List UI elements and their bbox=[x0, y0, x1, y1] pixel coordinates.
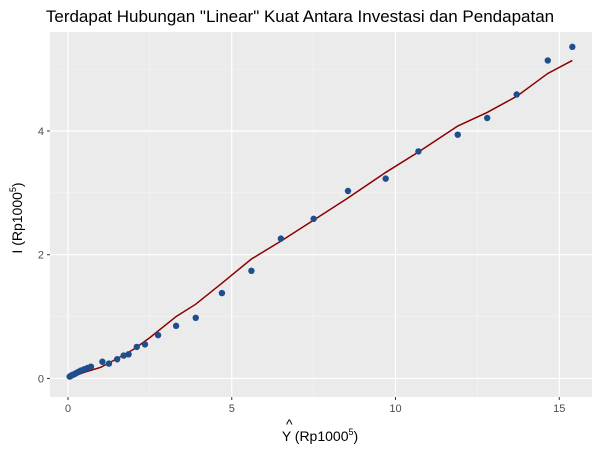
data-point bbox=[172, 322, 180, 330]
data-point bbox=[484, 114, 491, 122]
data-point bbox=[415, 148, 422, 155]
y-axis-title: I (Rp10005) bbox=[8, 182, 25, 253]
fitted-line-layer bbox=[69, 59, 573, 379]
data-point bbox=[141, 341, 149, 348]
data-point bbox=[192, 314, 199, 322]
grid-minor bbox=[50, 32, 592, 397]
data-point bbox=[120, 352, 127, 359]
data-point bbox=[99, 358, 106, 365]
x-axis-title-end: ) bbox=[354, 428, 359, 444]
fitted-line bbox=[69, 59, 573, 379]
x-axis-title-hat: ^ bbox=[286, 416, 293, 432]
y-axis-title-sup: 5 bbox=[8, 187, 18, 192]
data-point bbox=[154, 331, 162, 339]
data-point bbox=[248, 267, 255, 274]
x-axis-title: Y (Rp10005) bbox=[282, 427, 358, 444]
data-point bbox=[344, 187, 352, 195]
y-tick-label: 2 bbox=[38, 250, 44, 262]
data-point bbox=[513, 91, 520, 98]
chart-title: Terdapat Hubungan "Linear" Kuat Antara I… bbox=[46, 7, 554, 26]
data-point bbox=[218, 289, 226, 297]
grid-major bbox=[50, 32, 592, 397]
x-tick-label: 0 bbox=[65, 403, 71, 415]
data-point bbox=[454, 131, 461, 138]
data-point bbox=[544, 57, 551, 64]
data-point bbox=[310, 215, 317, 223]
y-tick-label: 0 bbox=[38, 373, 44, 385]
data-point bbox=[113, 356, 121, 363]
data-point bbox=[125, 351, 132, 358]
data-point bbox=[87, 363, 95, 370]
x-tick-label: 5 bbox=[229, 403, 235, 415]
y-axis-title-end: ) bbox=[9, 182, 25, 187]
x-axis-ticks: 0 5 10 15 bbox=[65, 397, 565, 415]
y-axis-ticks: 0 2 4 bbox=[38, 126, 50, 385]
data-point bbox=[382, 175, 389, 182]
data-point bbox=[569, 43, 576, 51]
x-tick-label: 10 bbox=[389, 403, 401, 415]
x-tick-label: 15 bbox=[553, 403, 565, 415]
y-tick-label: 4 bbox=[38, 126, 44, 138]
data-point bbox=[133, 343, 140, 351]
data-point bbox=[277, 235, 285, 242]
y-axis-title-main: I (Rp1000 bbox=[9, 192, 25, 254]
data-point bbox=[105, 360, 113, 367]
x-axis-title-main: Y (Rp1000 bbox=[282, 428, 349, 444]
points-layer bbox=[66, 43, 576, 380]
x-axis-title-sup: 5 bbox=[349, 427, 354, 437]
